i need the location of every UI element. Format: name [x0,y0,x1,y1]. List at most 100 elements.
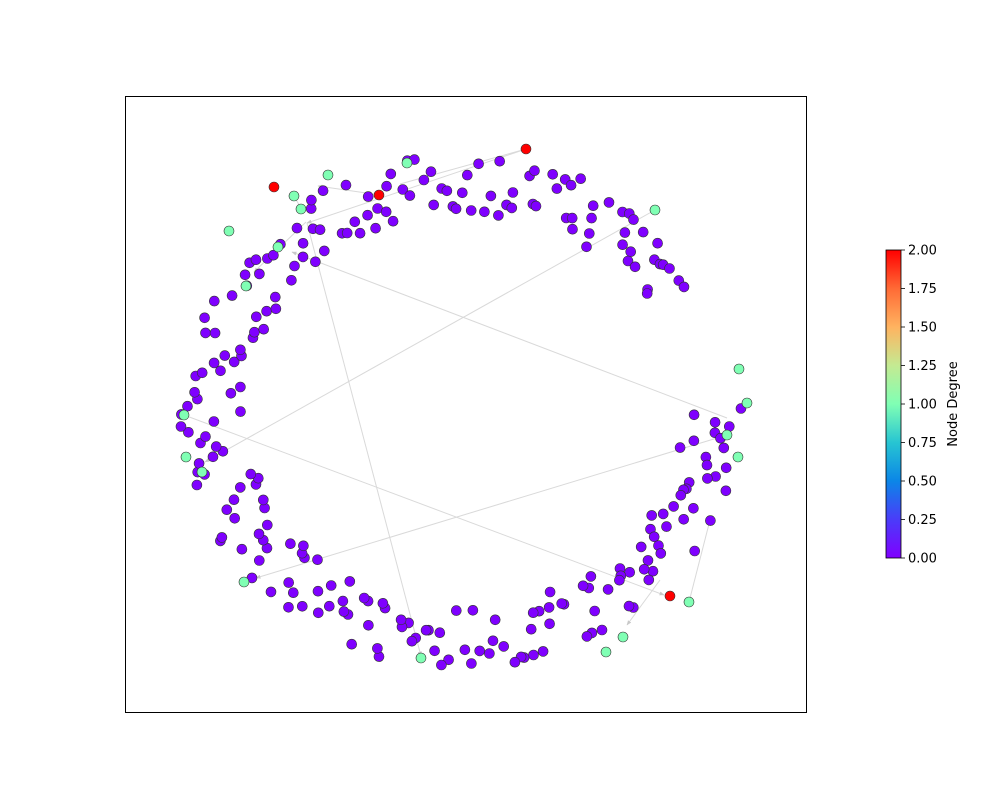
node-degree-0 [467,604,479,616]
node-degree-0 [337,595,349,607]
node-degree-0 [602,584,614,595]
node-degree-0 [661,521,672,532]
node-degree-0 [625,246,637,257]
node-degree-0 [702,473,713,484]
node-degree-0 [635,541,647,553]
node-degree-0 [688,502,699,514]
node-degree-0 [465,205,477,216]
edge-2 [204,209,656,463]
node-degree-2 [268,181,280,193]
node-degree-0 [341,227,353,239]
colorbar-tick-label: 2.00 [908,244,937,259]
node-degree-0 [200,431,211,442]
node-degree-0 [493,210,504,221]
node-degree-0 [544,618,555,630]
node-degree-0 [270,303,282,315]
colorbar-tick-label: 0.00 [908,552,937,567]
node-degree-0 [283,577,295,588]
node-degree-0 [349,216,361,228]
node-degree-0 [652,237,663,249]
colorbar-tick-label: 1.75 [908,282,937,297]
node-degree-0 [675,489,687,501]
node-degree-0 [688,435,700,447]
node-degree-0 [395,614,407,626]
node-degree-0 [674,442,686,453]
colorbar-tick-label: 0.50 [908,475,937,490]
node-degree-0 [543,602,555,613]
node-degree-0 [456,187,468,199]
node-degree-1 [600,646,612,658]
node-degree-0 [443,654,454,666]
node-degree-0 [589,605,601,617]
node-degree-0 [577,580,589,592]
node-degree-0 [484,648,495,659]
node-degree-0 [485,190,497,202]
node-degree-1 [732,451,744,463]
node-degree-0 [720,462,732,474]
node-degree-0 [528,649,539,661]
node-degree-0 [370,222,381,234]
node-degree-0 [310,256,321,268]
node-degree-0 [556,598,568,609]
node-degree-0 [289,260,300,272]
node-degree-1 [240,280,252,292]
node-degree-0 [718,442,730,454]
colorbar: 0.00 0.25 0.50 0.75 1.00 1.25 1.50 1.75 2.00 Nod… [885,244,961,567]
node-degree-0 [705,515,716,526]
node-degree-0 [623,600,635,612]
node-degree-0 [229,512,240,524]
node-degree-0 [362,209,373,221]
node-degree-0 [624,566,636,578]
node-degree-0 [586,212,597,224]
node-degree-0 [527,607,539,619]
node-degree-0 [637,226,649,238]
node-degree-0 [628,214,639,225]
node-degree-0 [377,597,389,609]
node-degree-1 [617,631,629,643]
node-degree-0 [525,623,537,635]
node-degree-0 [494,155,506,167]
node-degree-1 [415,652,427,664]
node-degree-0 [298,540,309,552]
node-degree-0 [372,643,383,654]
node-degree-0 [581,241,592,253]
node-degree-0 [249,326,260,338]
node-degree-0 [228,356,240,368]
node-degree-1 [223,225,235,237]
node-degree-0 [418,174,430,186]
node-degree-0 [253,528,265,540]
node-degree-0 [420,624,432,636]
node-degree-0 [200,327,211,339]
node-degree-0 [689,545,701,557]
node-degree-0 [489,614,501,626]
node-degree-0 [210,441,222,452]
node-degree-0 [547,169,559,180]
edge-9 [626,579,661,626]
node-degree-0 [646,510,658,521]
node-degree-0 [297,238,309,249]
node-degree-0 [196,367,208,379]
node-degree-0 [207,451,219,463]
node-degree-0 [261,305,272,317]
node-degree-0 [655,548,667,559]
node-degree-0 [261,519,273,531]
node-degree-0 [338,606,350,617]
node-degree-0 [312,607,324,619]
node-degree-0 [225,387,237,399]
node-degree-1 [649,204,661,216]
node-degree-1 [295,203,307,215]
node-degree-0 [466,658,477,669]
node-degree-0 [258,323,270,335]
nodes-layer [175,143,753,671]
node-degree-0 [643,574,655,586]
edge-6 [306,222,422,657]
node-degree-0 [306,194,317,206]
node-degree-0 [565,179,577,191]
node-degree-0 [387,215,399,227]
node-degree-0 [509,656,521,668]
node-degree-0 [228,494,240,506]
node-degree-0 [323,600,335,612]
node-degree-0 [344,576,356,587]
node-degree-0 [235,344,246,356]
